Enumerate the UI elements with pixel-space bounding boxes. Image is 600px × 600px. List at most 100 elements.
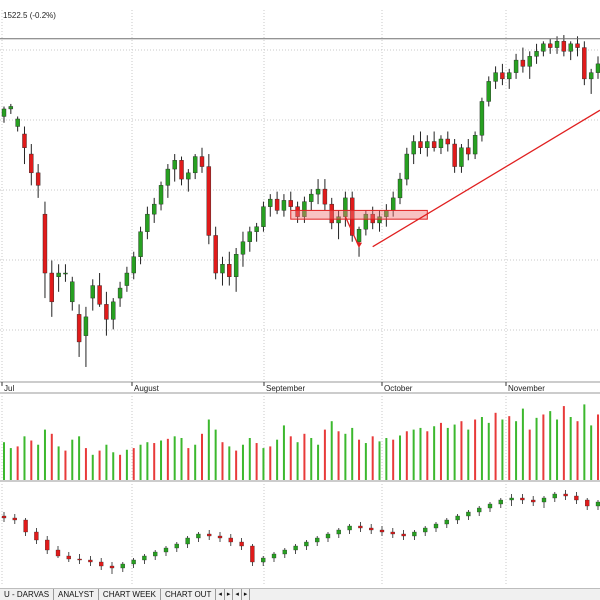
indicator-body <box>77 558 82 561</box>
candle-body <box>356 228 362 242</box>
candle-body <box>588 72 594 80</box>
candle-body <box>309 193 314 202</box>
candle-body <box>534 51 539 57</box>
candle-body <box>97 285 102 305</box>
volume-bar <box>180 438 183 480</box>
volume-bar <box>91 454 94 480</box>
time-axis: Jul August September October November <box>1 382 545 393</box>
volume-bar <box>480 417 483 480</box>
sheet-tab[interactable]: CHART OUT <box>161 589 217 600</box>
volume-bar <box>276 439 279 480</box>
trend-line[interactable] <box>372 109 600 248</box>
volume-bar <box>248 438 251 480</box>
indicator-body <box>390 531 395 535</box>
indicator-body <box>455 515 460 521</box>
volume-bar <box>132 448 135 480</box>
volume-bar <box>125 449 128 480</box>
price-candle <box>192 154 198 180</box>
price-candle <box>595 56 600 79</box>
price-candle <box>568 41 573 61</box>
price-candle <box>22 126 27 165</box>
volume-panel[interactable] <box>3 404 599 480</box>
indicator-candle <box>131 558 136 568</box>
indicator-candle <box>282 548 287 558</box>
price-panel[interactable] <box>1 35 600 367</box>
drawing-objects[interactable] <box>0 38 600 248</box>
price-candle <box>350 191 355 242</box>
volume-bar <box>214 429 217 480</box>
candle-body <box>329 203 334 224</box>
sheet-tab[interactable]: ANALYST <box>54 589 99 600</box>
candle-body <box>124 272 130 286</box>
indicator-body <box>271 553 277 559</box>
volume-bar <box>569 417 572 480</box>
candle-body <box>500 72 505 80</box>
candle-body <box>404 153 410 180</box>
price-candle <box>575 36 580 57</box>
volume-bar <box>173 436 176 480</box>
volume-bar <box>426 431 429 480</box>
sheet-tab-bar: U - DARVAS ANALYST CHART WEEK CHART OUT ◂ ▸ ◂ ▸ <box>0 588 600 600</box>
tab-scroll-left-icon[interactable]: ◂ <box>233 589 242 600</box>
candle-body <box>377 216 382 224</box>
candle-body <box>452 143 457 167</box>
indicator-panel[interactable] <box>1 490 600 574</box>
candle-body <box>281 200 287 211</box>
volume-bar <box>235 450 238 480</box>
month-label: August <box>134 384 160 393</box>
indicator-candle <box>55 546 61 558</box>
price-candle <box>90 279 95 311</box>
indicator-candle <box>477 506 482 516</box>
candle-body <box>254 226 259 232</box>
volume-bar <box>23 436 26 480</box>
indicator-body <box>293 545 298 551</box>
indicator-candle <box>498 498 503 508</box>
sheet-tab[interactable]: U - DARVAS <box>0 589 55 600</box>
candle-body <box>554 41 560 48</box>
price-candle <box>56 264 61 292</box>
volume-bar <box>467 429 470 480</box>
volume-bar <box>221 442 224 480</box>
arrow-line[interactable] <box>344 216 360 247</box>
price-candle <box>500 63 505 86</box>
candle-body <box>302 201 307 217</box>
indicator-candle <box>239 538 244 550</box>
indicator-candle <box>444 518 449 528</box>
tab-scroll-left-icon[interactable]: ◂ <box>216 589 225 600</box>
indicator-body <box>88 559 93 563</box>
volume-bar <box>515 421 518 480</box>
volume-bar <box>119 454 122 480</box>
candle-body <box>397 178 403 199</box>
indicator-candle <box>347 524 352 534</box>
indicator-candle <box>185 536 190 548</box>
candle-body <box>90 285 95 299</box>
indicator-body <box>239 541 244 547</box>
price-candle <box>472 131 478 160</box>
tab-scroll-right-icon[interactable]: ▸ <box>242 589 251 600</box>
price-candle <box>145 206 150 240</box>
price-candle <box>302 196 307 223</box>
candle-body <box>343 197 348 217</box>
volume-bar <box>439 422 442 480</box>
quote-text: 1522.5 (-0.2%) <box>3 11 56 20</box>
indicator-candle <box>142 554 147 564</box>
volume-bar <box>508 416 511 480</box>
volume-bar <box>153 443 156 480</box>
indicator-candle <box>358 522 363 532</box>
price-candle <box>397 172 403 205</box>
volume-bar <box>16 446 19 480</box>
volume-bar <box>37 444 40 480</box>
indicator-body <box>250 545 255 563</box>
price-candle <box>8 103 14 114</box>
volume-bar <box>399 435 401 480</box>
sheet-tab[interactable]: CHART WEEK <box>99 589 161 600</box>
price-candle <box>268 194 273 217</box>
candle-body <box>411 141 416 155</box>
price-candle <box>445 131 450 152</box>
tab-scroll-right-icon[interactable]: ▸ <box>225 589 234 600</box>
consolidation-box[interactable] <box>290 209 428 220</box>
candle-body <box>213 235 218 274</box>
volume-bar <box>323 429 326 480</box>
volume-bar <box>71 439 74 480</box>
